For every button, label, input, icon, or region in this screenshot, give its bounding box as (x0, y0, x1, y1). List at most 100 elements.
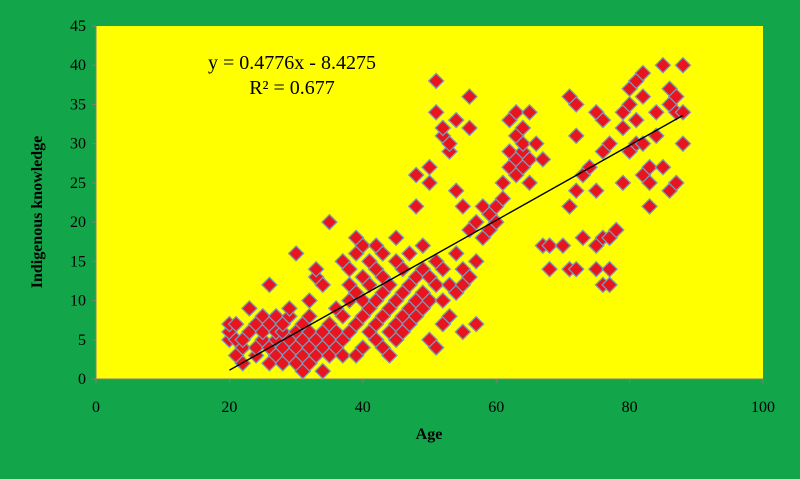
data-point (594, 111, 612, 129)
data-point (554, 237, 572, 255)
data-point (587, 260, 605, 278)
data-point (387, 229, 405, 247)
data-point (427, 276, 445, 294)
data-point (427, 72, 445, 90)
data-point (401, 245, 418, 262)
y-tick-label: 10 (70, 293, 86, 310)
data-point (567, 260, 585, 278)
data-point (427, 339, 445, 357)
data-point (394, 260, 412, 278)
data-point (567, 182, 585, 200)
data-point (654, 158, 672, 176)
x-tick-label: 0 (92, 399, 100, 416)
data-point (494, 190, 512, 207)
data-point (674, 103, 692, 121)
data-point (587, 182, 605, 200)
data-point (461, 268, 478, 286)
data-point (381, 347, 398, 364)
y-axis-title: Indigenous knowledge (29, 136, 46, 289)
data-point (421, 174, 438, 192)
x-axis-title: Age (416, 426, 443, 443)
y-tick-label: 45 (70, 18, 86, 35)
data-point (514, 135, 532, 153)
data-point (407, 198, 425, 215)
data-point (634, 88, 652, 106)
data-point (621, 96, 639, 113)
plot-area (96, 26, 763, 379)
data-point (287, 245, 305, 262)
data-point (514, 119, 532, 137)
data-point (261, 276, 278, 294)
data-point (441, 307, 458, 325)
data-point (507, 103, 525, 121)
data-point (467, 213, 485, 231)
data-point (461, 119, 478, 137)
y-tick-label: 5 (78, 332, 86, 349)
data-point (627, 111, 645, 129)
data-point (567, 127, 585, 145)
data-point (307, 260, 325, 278)
data-point (534, 150, 552, 168)
data-point (441, 135, 458, 153)
trendline-r-squared: R² = 0.677 (249, 77, 335, 99)
data-point (607, 221, 625, 239)
data-point (541, 260, 558, 278)
data-point (674, 56, 692, 74)
y-tick-label: 30 (70, 136, 86, 153)
data-point (647, 103, 665, 121)
data-point (614, 119, 632, 137)
x-tick-label: 100 (751, 399, 775, 416)
data-point (314, 276, 332, 294)
data-point (321, 213, 338, 231)
data-point (434, 119, 452, 137)
trendline-equation: y = 0.4776x - 8.4275 (208, 52, 376, 74)
x-tick-label: 80 (622, 399, 638, 416)
data-point (341, 260, 358, 278)
data-point (601, 135, 619, 153)
data-point (434, 292, 452, 309)
data-point (461, 88, 478, 106)
data-point (374, 245, 392, 262)
data-point (421, 292, 438, 309)
data-point (674, 135, 692, 153)
data-point (521, 150, 538, 168)
data-point (521, 103, 538, 121)
data-point (447, 182, 465, 200)
data-point (641, 198, 659, 215)
data-point (467, 252, 485, 270)
data-point (454, 198, 472, 215)
y-tick-label: 15 (70, 253, 86, 270)
data-point (427, 103, 445, 121)
data-point (240, 299, 258, 317)
data-point (527, 135, 545, 153)
data-point (494, 174, 512, 192)
data-point (601, 260, 619, 278)
y-tick-label: 25 (70, 175, 86, 192)
data-points (220, 56, 692, 380)
data-point (301, 307, 318, 325)
data-point (667, 174, 685, 192)
x-axis-ticks: 0 20 40 60 80 100 (92, 379, 775, 416)
data-point (281, 299, 298, 317)
y-axis-ticks: 0 5 10 15 20 25 30 35 40 45 (70, 18, 96, 388)
data-point (541, 237, 558, 255)
data-point (667, 88, 685, 106)
data-point (521, 174, 538, 192)
data-point (301, 292, 318, 309)
data-point (407, 166, 425, 184)
data-point (421, 158, 438, 176)
y-tick-label: 40 (70, 57, 86, 74)
data-point (447, 245, 465, 262)
data-point (601, 276, 619, 294)
data-point (334, 347, 352, 364)
data-point (567, 96, 585, 113)
data-point (414, 237, 432, 255)
x-tick-label: 40 (355, 399, 371, 416)
y-tick-label: 0 (78, 371, 86, 388)
x-tick-label: 20 (221, 399, 237, 416)
data-point (334, 307, 352, 325)
data-point (634, 64, 652, 82)
data-point (354, 339, 372, 357)
